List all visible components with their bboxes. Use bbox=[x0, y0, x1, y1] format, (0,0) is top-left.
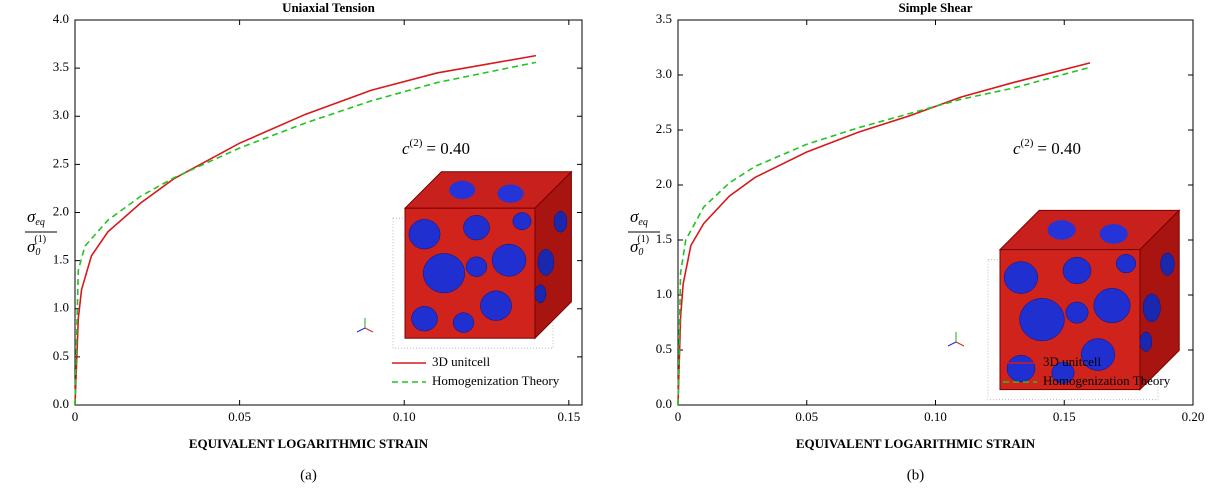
legend-label: Homogenization Theory bbox=[1043, 373, 1171, 388]
y-tick-label: 1.0 bbox=[53, 300, 69, 315]
caption: (b) bbox=[907, 467, 925, 483]
cube-inclusion bbox=[449, 181, 475, 199]
figure: Uniaxial Tension 0.0 0.5 1.0 1.5 2.0 2.5 3.0 3.5… bbox=[0, 0, 1220, 492]
caption: (a) bbox=[300, 467, 317, 483]
cube-inclusion bbox=[1116, 254, 1136, 273]
cube-inclusion bbox=[423, 253, 465, 293]
annotation: c(2)= 0.40 bbox=[402, 137, 470, 158]
y-tick-label: 3.5 bbox=[656, 11, 672, 26]
cube-inclusion bbox=[535, 285, 546, 303]
cube-inclusion bbox=[466, 257, 487, 277]
annotation-sup: (2) bbox=[1021, 137, 1034, 149]
x-tick-label: 0 bbox=[675, 409, 682, 424]
y-tick-label: 0.0 bbox=[53, 396, 69, 411]
y-tick-label: 2.5 bbox=[53, 155, 69, 170]
y-tick-label: 4.0 bbox=[53, 11, 69, 26]
y-label-sub: 0 bbox=[35, 247, 40, 258]
y-tick-label: 3.0 bbox=[656, 66, 672, 81]
cube-inclusion bbox=[453, 313, 474, 333]
y-axis-label: σ0(1) bbox=[27, 234, 46, 258]
cube-inclusion bbox=[1094, 288, 1130, 323]
cube-inclusion bbox=[538, 249, 554, 275]
x-tick-label: 0.15 bbox=[557, 409, 580, 424]
cube-inclusion bbox=[498, 185, 524, 203]
cube-inclusion bbox=[1140, 332, 1152, 352]
y-tick-label: 1.5 bbox=[656, 231, 672, 246]
cube-inclusion bbox=[1100, 224, 1128, 244]
cube-inclusion bbox=[492, 244, 526, 276]
y-label-sup: (1) bbox=[637, 234, 649, 245]
cube-inclusion bbox=[1066, 302, 1088, 323]
cube-inclusion bbox=[480, 291, 511, 321]
cube-inclusion bbox=[1004, 262, 1038, 294]
legend-label: 3D unitcell bbox=[1043, 354, 1102, 369]
y-tick-label: 2.0 bbox=[656, 176, 672, 191]
x-tick-label: 0 bbox=[72, 409, 79, 424]
annotation-text: = 0.40 bbox=[1037, 139, 1081, 158]
triad-axis bbox=[956, 342, 964, 346]
x-tick-label: 0.05 bbox=[795, 409, 818, 424]
y-tick-label: 1.0 bbox=[656, 286, 672, 301]
cube-inclusion bbox=[1161, 253, 1175, 275]
y-tick-label: 3.5 bbox=[53, 59, 69, 74]
triad-axis bbox=[948, 342, 956, 346]
triad-axis bbox=[365, 328, 373, 332]
cube-inclusion bbox=[513, 213, 531, 230]
y-label-sup: (1) bbox=[34, 234, 46, 245]
y-tick-label: 2.5 bbox=[656, 121, 672, 136]
y-tick-label: 3.0 bbox=[53, 107, 69, 122]
y-tick-label: 2.0 bbox=[53, 203, 69, 218]
cube-inclusion bbox=[1048, 220, 1076, 240]
x-axis-label: EQUIVALENT LOGARITHMIC STRAIN bbox=[796, 436, 1036, 451]
cube-inclusion bbox=[412, 306, 438, 331]
y-axis-label: σeq bbox=[27, 207, 45, 228]
cube-inclusion bbox=[1020, 298, 1065, 341]
page: {"chart_data": [ {"type": "line", "title… bbox=[0, 0, 1220, 492]
x-tick-label: 0.05 bbox=[228, 409, 251, 424]
y-label-sub: eq bbox=[638, 217, 647, 228]
legend-label: Homogenization Theory bbox=[432, 373, 560, 388]
y-tick-label: 0.5 bbox=[656, 341, 672, 356]
y-label-sub: 0 bbox=[638, 247, 643, 258]
cube-inclusion bbox=[1063, 257, 1091, 284]
annotation: c(2)= 0.40 bbox=[1013, 137, 1081, 158]
chart-title: Simple Shear bbox=[898, 0, 972, 15]
chart-title: Uniaxial Tension bbox=[282, 0, 376, 15]
cube-inclusion bbox=[409, 219, 440, 249]
legend-label: 3D unitcell bbox=[432, 354, 491, 369]
x-axis-label: EQUIVALENT LOGARITHMIC STRAIN bbox=[189, 436, 429, 451]
triad-axis bbox=[357, 328, 365, 332]
y-label-sub: eq bbox=[35, 217, 44, 228]
x-tick-label: 0.10 bbox=[393, 409, 416, 424]
y-tick-label: 1.5 bbox=[53, 252, 69, 267]
x-tick-label: 0.15 bbox=[1053, 409, 1076, 424]
chart: Simple Shear 0.0 0.5 1.0 1.5 2.0 2.5 3.0 3.5 0 0.0… bbox=[628, 0, 1204, 483]
x-tick-label: 0.20 bbox=[1182, 409, 1205, 424]
cube-inclusion bbox=[464, 215, 490, 240]
chart: Uniaxial Tension 0.0 0.5 1.0 1.5 2.0 2.5 3.0 3.5… bbox=[25, 0, 582, 483]
annotation-text: = 0.40 bbox=[426, 139, 470, 158]
cube-inclusion bbox=[554, 211, 567, 232]
y-tick-label: 0.0 bbox=[656, 396, 672, 411]
x-tick-label: 0.10 bbox=[924, 409, 947, 424]
y-tick-label: 0.5 bbox=[53, 348, 69, 363]
cube-inclusion bbox=[1007, 355, 1035, 382]
y-axis-label: σ0(1) bbox=[630, 234, 649, 258]
y-axis-label: σeq bbox=[630, 207, 648, 228]
cube-inclusion bbox=[1143, 294, 1160, 322]
annotation-sup: (2) bbox=[410, 137, 423, 149]
